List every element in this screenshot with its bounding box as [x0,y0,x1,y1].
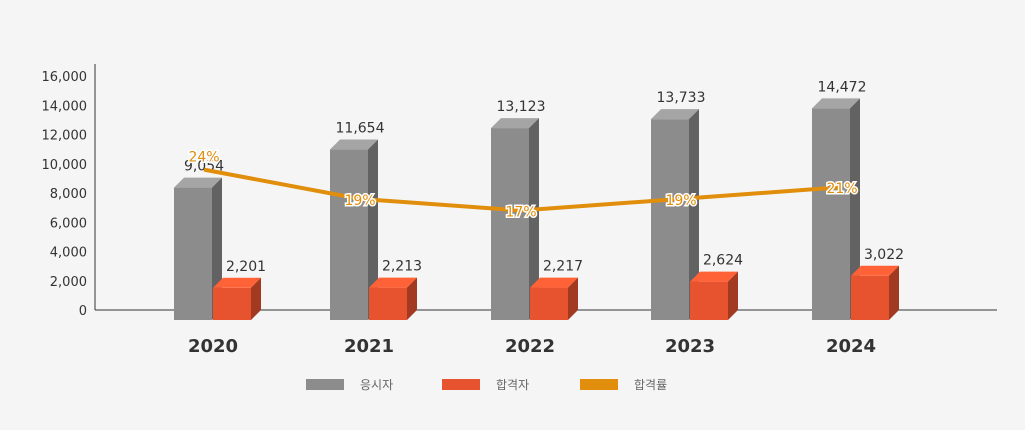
bar-label-passers: 2,624 [703,253,743,269]
bar-passers-side [568,277,578,320]
y-tick-label: 16,000 [42,70,88,85]
y-tick-label: 2,000 [50,275,87,290]
line-pass-rate [203,167,843,213]
bar-passers-side [889,265,899,320]
bar-passers-front [369,287,407,320]
x-tick-label: 2023 [665,336,715,357]
bar-label-passers: 3,022 [864,247,904,263]
bar-label-applicants: 14,472 [818,79,867,95]
bar-applicants-side [689,109,699,320]
line-label-pass-rate: 24% [188,150,219,166]
legend-label-pass-rate: 합격률 [634,377,668,392]
x-tick-label: 2024 [826,336,876,357]
bar-passers-top [530,277,578,288]
bar-label-passers: 2,201 [226,259,266,275]
bar-passers-top [851,265,899,276]
y-tick-label: 8,000 [50,187,87,202]
bar-applicants-front [174,187,212,320]
bar-applicants-top [651,109,699,120]
bar-passers-top [369,277,417,288]
bar-passers-top [213,277,261,288]
bar-applicants-top [330,139,378,150]
bar-applicants-front [330,149,368,320]
legend-swatch-applicants [306,378,344,390]
bar-label-applicants: 11,654 [336,121,385,137]
bar-applicants-side [850,98,860,320]
y-tick-label: 14,000 [42,99,88,114]
bar-applicants-side [368,139,378,320]
bar-passers-side [728,271,738,320]
y-tick-label: 0 [79,304,87,319]
y-tick-label: 4,000 [50,246,87,261]
bar-label-passers: 2,217 [543,259,583,275]
bar-passers-front [690,281,728,320]
legend-item-passers: 합격자 [442,374,529,394]
legend-label-passers: 합격자 [496,377,530,392]
y-tick-label: 10,000 [42,158,88,173]
bar-applicants-side [529,118,539,320]
bar-label-applicants: 13,733 [657,90,706,106]
bar-passers-side [251,277,261,320]
bar-label-passers: 2,213 [382,259,422,275]
bar-label-applicants: 13,123 [497,99,546,115]
bar-applicants-top [174,177,222,188]
bar-applicants-front [651,119,689,320]
y-tick-label: 12,000 [42,129,88,144]
legend: 응시자 합격자 합격률 [0,374,1025,394]
legend-item-applicants: 응시자 [306,374,393,394]
line-label-pass-rate: 17% [505,205,536,221]
x-tick-label: 2020 [188,336,238,357]
bar-passers-side [407,277,417,320]
bar-applicants-front [812,108,850,320]
legend-swatch-passers [442,378,480,390]
bar-passers-front [213,287,251,320]
legend-item-pass-rate: 합격률 [580,374,667,394]
line-label-pass-rate: 19% [665,193,696,209]
bar-passers-front [530,287,568,320]
line-label-pass-rate: 19% [344,193,375,209]
bar-passers-front [851,275,889,320]
x-tick-label: 2022 [505,336,555,357]
y-tick-label: 6,000 [50,216,87,231]
bar-applicants-top [812,98,860,109]
legend-label-applicants: 응시자 [360,377,394,392]
line-label-pass-rate: 21% [826,181,857,197]
legend-swatch-pass-rate [580,378,618,390]
x-tick-label: 2021 [344,336,394,357]
bar-applicants-front [491,128,529,320]
bar-applicants-top [491,118,539,129]
bar-passers-top [690,271,738,282]
